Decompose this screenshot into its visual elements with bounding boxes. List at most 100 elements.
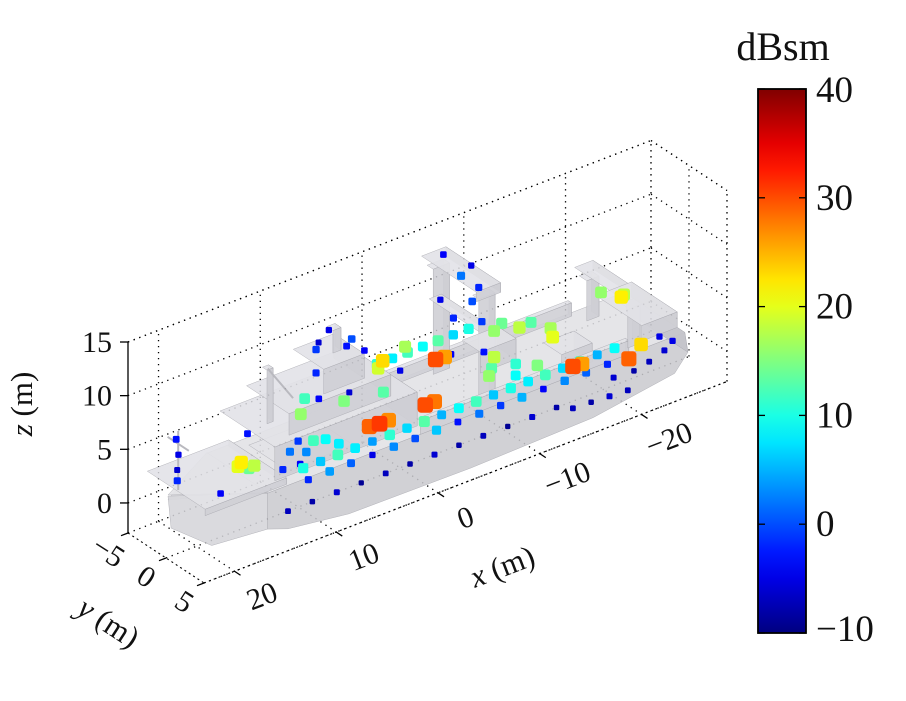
- colorbar-tick-label: 30: [816, 178, 853, 219]
- scatter-point: [560, 376, 569, 385]
- y-axis-label: y (m): [69, 588, 146, 655]
- scatter-point: [417, 397, 433, 413]
- scatter-point: [309, 498, 316, 505]
- scatter-point: [375, 354, 390, 368]
- colorbar-tick-label: 20: [816, 287, 853, 328]
- scatter-point: [646, 358, 653, 365]
- scatter-point: [244, 430, 251, 438]
- scatter-point: [347, 335, 356, 343]
- scatter-point: [523, 376, 533, 387]
- z-axis-label: z (m): [4, 372, 39, 438]
- scatter-point: [172, 435, 180, 443]
- scatter-point: [315, 395, 323, 403]
- scatter-point: [382, 470, 389, 477]
- scatter-point: [480, 432, 487, 439]
- scatter-point: [234, 455, 248, 470]
- scatter-point: [631, 368, 637, 374]
- scatter-point: [175, 451, 182, 458]
- scatter-point: [558, 363, 568, 373]
- scatter-point: [173, 477, 181, 485]
- scatter-point: [248, 459, 261, 472]
- scatter-point: [411, 434, 419, 443]
- scatter-point: [624, 387, 631, 394]
- scatter-point: [332, 449, 344, 461]
- scatter-point: [540, 369, 551, 381]
- scatter-point: [350, 443, 360, 453]
- scatter-point: [279, 466, 287, 474]
- scatter-point: [488, 351, 501, 364]
- scatter-point: [475, 409, 484, 418]
- scatter-point: [497, 401, 505, 410]
- scatter-point: [174, 467, 181, 473]
- scatter-point: [333, 489, 340, 496]
- scatter-point: [217, 490, 224, 497]
- scatter-point: [361, 347, 368, 354]
- scatter-point: [312, 345, 320, 354]
- scatter-point: [531, 359, 544, 372]
- x-tick-label: 0: [453, 500, 479, 536]
- scatter-point: [418, 416, 430, 427]
- colorbar-tick-label: 10: [816, 395, 853, 436]
- scatter-point: [298, 463, 309, 474]
- colorbar-tick-label: 40: [816, 70, 853, 111]
- scatter-point: [431, 451, 438, 458]
- scatter-point: [609, 343, 620, 354]
- scatter-point: [475, 283, 483, 291]
- scatter-point: [384, 429, 395, 441]
- colorbar-title: dBsm: [736, 24, 829, 69]
- scatter-point: [453, 403, 464, 414]
- y-tick-label: 0: [131, 559, 162, 595]
- scatter-point: [294, 408, 307, 421]
- scatter-point: [389, 442, 398, 451]
- colorbar-bar: [757, 88, 807, 634]
- scatter-point: [513, 321, 526, 334]
- scatter-point: [368, 437, 377, 446]
- scatter-point: [588, 399, 594, 405]
- x-tick-label: −20: [641, 416, 697, 464]
- x-axis-label: x (m): [464, 538, 539, 595]
- scatter-point: [427, 351, 444, 368]
- scatter-point: [661, 347, 668, 354]
- scatter-point: [437, 296, 444, 303]
- scatter-point: [553, 404, 560, 411]
- scatter-point: [510, 358, 521, 370]
- scatter-point: [454, 418, 462, 426]
- colorbar: 40 30 20 10 0 −10 dBsm: [736, 24, 874, 650]
- scatter-point: [347, 459, 355, 468]
- scatter-point: [483, 370, 495, 382]
- scatter-point: [463, 323, 474, 334]
- scatter-point: [294, 437, 302, 445]
- scatter-point: [468, 297, 476, 306]
- z-tick-label: 0: [97, 487, 112, 520]
- scatter-point: [470, 396, 482, 407]
- scatter-point: [505, 383, 516, 394]
- scatter-point: [488, 325, 500, 337]
- scatter-point: [302, 447, 311, 457]
- z-tick-label: 10: [82, 380, 112, 413]
- scatter-point: [449, 314, 457, 322]
- scatter-point: [669, 337, 676, 344]
- x-tick-label: 10: [344, 536, 384, 578]
- scatter-point: [325, 467, 334, 476]
- scatter-point: [525, 316, 537, 328]
- scatter-point: [457, 271, 466, 280]
- scatter-point: [343, 342, 350, 350]
- colorbar-tick-label: −10: [816, 609, 874, 650]
- scatter-point: [488, 390, 499, 400]
- scatter-point: [417, 341, 428, 352]
- scatter-point: [603, 360, 611, 368]
- scatter-point: [285, 447, 294, 456]
- scatter-point: [478, 318, 486, 326]
- scatter-point: [565, 358, 581, 375]
- scatter-point: [456, 442, 462, 448]
- colorbar-tick-label: 0: [816, 504, 835, 545]
- scatter-point: [656, 333, 663, 340]
- scatter-point: [377, 386, 389, 398]
- x-tick-label: −10: [540, 455, 596, 503]
- scatter-point: [334, 438, 344, 449]
- scatter-point: [371, 415, 388, 432]
- scatter-point: [606, 393, 613, 400]
- scatter-point: [621, 351, 637, 367]
